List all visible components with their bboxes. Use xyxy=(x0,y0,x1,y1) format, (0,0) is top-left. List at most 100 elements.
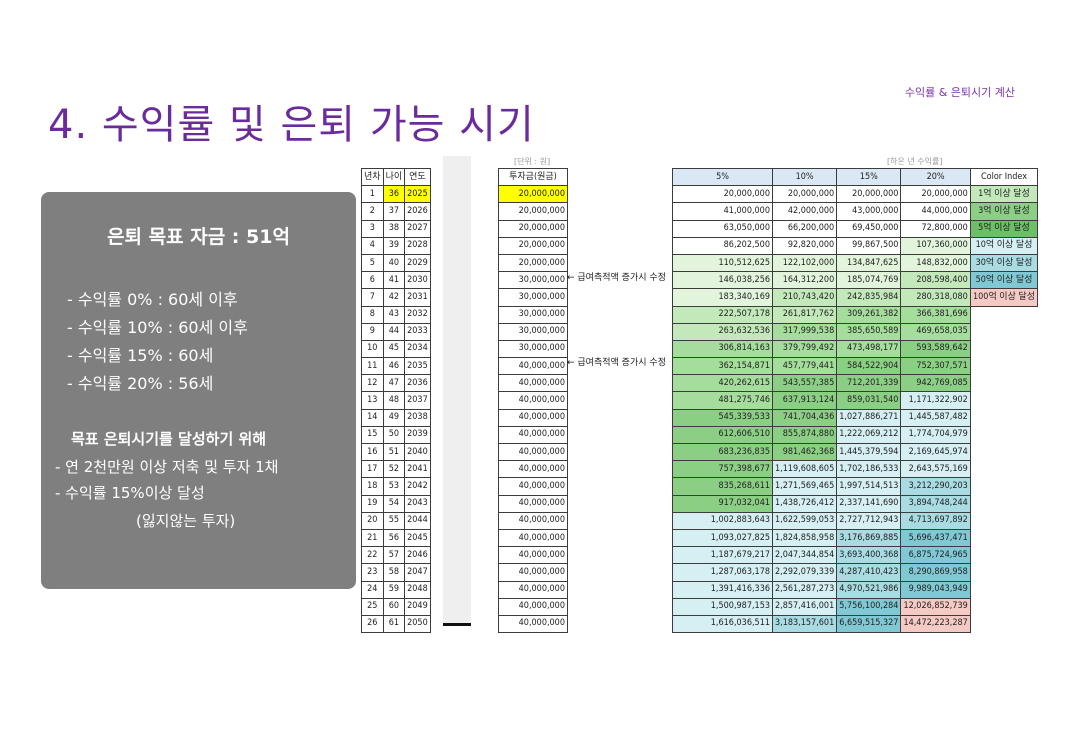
table-cell: 366,381,696 xyxy=(900,305,971,324)
table-cell: 72,800,000 xyxy=(900,219,971,238)
table-cell: 183,340,169 xyxy=(672,288,773,307)
table-cell: 12 xyxy=(361,374,384,393)
table-row: 40,000,000 xyxy=(498,597,568,616)
table-row: 40,000,000 xyxy=(498,546,568,565)
table-cell: 2047 xyxy=(404,563,431,582)
table-row: 14 49 2038 xyxy=(361,408,431,427)
table-cell: 8 xyxy=(361,305,384,324)
legend-item: 1억 이상 달성 xyxy=(970,185,1038,204)
table-row: 757,398,677 1,119,608,605 1,702,186,533 2,6… xyxy=(672,460,971,479)
unit-label: [단위 : 원] xyxy=(514,157,551,166)
table-row: 40,000,000 xyxy=(498,460,568,479)
table-cell: 545,339,533 xyxy=(672,408,773,427)
table-row: 1,187,679,217 2,047,344,854 3,693,400,368 6… xyxy=(672,546,971,565)
table-row: 306,814,163 379,799,492 473,498,177 593,589… xyxy=(672,339,971,359)
table-cell: 45 xyxy=(382,339,406,359)
table-cell: 2026 xyxy=(404,202,431,221)
table-cell: 2036 xyxy=(404,374,431,393)
table-cell: 12,026,852,739 xyxy=(900,597,971,616)
table-cell: 1,171,322,902 xyxy=(900,391,971,410)
table-cell: 20 xyxy=(361,511,384,530)
table-cell: 2028 xyxy=(404,236,431,255)
summary-panel: 은퇴 목표 자금 : 51억 - 수익률 0% : 60세 이후 - 수익률 1… xyxy=(41,192,356,589)
table-cell: 146,038,256 xyxy=(672,271,773,290)
table-cell: 2,292,079,339 xyxy=(771,563,838,582)
table-cell: 17 xyxy=(361,460,384,479)
table-cell: 1,271,569,465 xyxy=(771,477,838,496)
table-cell: 122,102,000 xyxy=(771,253,838,273)
table-cell: 309,261,382 xyxy=(836,305,902,324)
table-cell: 51 xyxy=(382,442,406,462)
table-cell: 593,589,642 xyxy=(900,339,971,359)
col-header-20pct: 20% xyxy=(900,167,971,187)
table-cell: 39 xyxy=(382,236,406,255)
table-cell: 16 xyxy=(361,442,384,462)
col-header-10pct: 10% xyxy=(771,167,838,187)
action-item: - 수익률 15%이상 달성 xyxy=(55,484,205,502)
table-cell: 1,824,858,958 xyxy=(771,528,838,548)
table-cell: 1,119,608,605 xyxy=(771,460,838,479)
col-header-year-index: 년차 xyxy=(361,167,384,187)
table-cell: 63,050,000 xyxy=(672,219,773,238)
table-row: 362,154,871 457,779,441 584,522,904 752,307… xyxy=(672,357,971,376)
table-row: 20,000,000 xyxy=(498,219,568,238)
table-cell: 53 xyxy=(382,477,406,496)
table-cell: 6,875,724,965 xyxy=(900,546,971,565)
table-cell: 2031 xyxy=(404,288,431,307)
table-cell: 2,857,416,001 xyxy=(771,597,838,616)
table-row: 40,000,000 xyxy=(498,614,568,634)
table-row: 917,032,041 1,438,726,412 2,337,141,690 3,8… xyxy=(672,494,971,513)
table-row: 40,000,000 xyxy=(498,357,568,376)
table-cell: 21 xyxy=(361,528,384,548)
table-cell: 30,000,000 xyxy=(498,339,568,359)
table-cell: 362,154,871 xyxy=(672,357,773,376)
table-cell: 2041 xyxy=(404,460,431,479)
table-cell: 6,659,515,327 xyxy=(836,614,902,634)
table-row: 5 40 2029 xyxy=(361,253,431,273)
table-cell: 1,027,886,271 xyxy=(836,408,902,427)
table-row: 15 50 2039 xyxy=(361,425,431,445)
table-row: 30,000,000 xyxy=(498,305,568,324)
table-cell: 15 xyxy=(361,425,384,445)
table-cell: 30,000,000 xyxy=(498,271,568,290)
table-cell: 5,756,100,284 xyxy=(836,597,902,616)
table-cell: 37 xyxy=(382,202,406,221)
table-cell: 2,643,575,169 xyxy=(900,460,971,479)
principal-table: 투자금(원금) 20,000,000 20,000,000 20,000,000 20… xyxy=(498,167,568,634)
table-row: 40,000,000 xyxy=(498,477,568,496)
col-header-age: 나이 xyxy=(382,167,406,187)
table-cell: 40,000,000 xyxy=(498,511,568,530)
table-row: 263,632,536 317,999,538 385,650,589 469,658… xyxy=(672,322,971,341)
table-cell: 1,287,063,178 xyxy=(672,563,773,582)
table-row: 6 41 2030 xyxy=(361,271,431,290)
table-row: 12 47 2036 xyxy=(361,374,431,393)
table-row: 835,268,611 1,271,569,465 1,997,514,513 3,2… xyxy=(672,477,971,496)
table-cell: 481,275,746 xyxy=(672,391,773,410)
table-cell: 110,512,625 xyxy=(672,253,773,273)
table-cell: 9 xyxy=(361,322,384,341)
table-row: 40,000,000 xyxy=(498,511,568,530)
table-cell: 5,696,437,471 xyxy=(900,528,971,548)
unit-label: [하은 년 수익률] xyxy=(887,157,943,166)
table-row: 40,000,000 xyxy=(498,528,568,548)
table-row: 20,000,000 xyxy=(498,185,568,204)
table-cell: 3 xyxy=(361,219,384,238)
table-cell: 20,000,000 xyxy=(836,185,902,204)
table-row: 545,339,533 741,704,436 1,027,886,271 1,445… xyxy=(672,408,971,427)
table-cell: 2,727,712,943 xyxy=(836,511,902,530)
table-cell: 19 xyxy=(361,494,384,513)
table-row: 8 43 2032 xyxy=(361,305,431,324)
table-cell: 2032 xyxy=(404,305,431,324)
table-cell: 9,989,043,949 xyxy=(900,580,971,599)
table-row: 13 48 2037 xyxy=(361,391,431,410)
table-cell: 859,031,540 xyxy=(836,391,902,410)
table-cell: 40 xyxy=(382,253,406,273)
table-cell: 7 xyxy=(361,288,384,307)
table-cell: 11 xyxy=(361,357,384,376)
table-cell: 25 xyxy=(361,597,384,616)
legend-item: 3억 이상 달성 xyxy=(970,202,1038,221)
table-cell: 20,000,000 xyxy=(498,219,568,238)
table-cell: 2,337,141,690 xyxy=(836,494,902,513)
table-cell: 1,500,987,153 xyxy=(672,597,773,616)
table-cell: 40,000,000 xyxy=(498,425,568,445)
